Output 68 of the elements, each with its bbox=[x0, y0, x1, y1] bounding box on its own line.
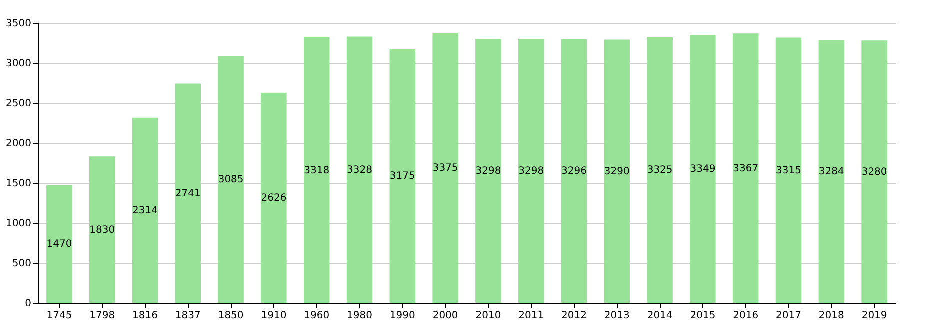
bar bbox=[346, 36, 373, 303]
x-tick-label: 2012 bbox=[562, 310, 587, 320]
data-label: 3284 bbox=[818, 166, 844, 178]
x-tick-label: 2016 bbox=[733, 310, 759, 320]
bar bbox=[175, 84, 202, 303]
bar bbox=[390, 49, 416, 303]
x-tick-label: 1980 bbox=[347, 310, 372, 320]
bar bbox=[132, 118, 158, 303]
x-tick-label: 2013 bbox=[604, 310, 630, 320]
y-tick-label: 500 bbox=[12, 258, 32, 270]
x-tick-label: 2011 bbox=[518, 310, 544, 320]
bar bbox=[218, 56, 244, 303]
x-tick-label: 1850 bbox=[218, 310, 244, 320]
data-label: 3325 bbox=[647, 165, 673, 176]
x-tick-label: 1910 bbox=[261, 310, 287, 320]
data-label: 3328 bbox=[347, 164, 372, 176]
y-tick-label: 1500 bbox=[6, 178, 32, 190]
data-label: 3290 bbox=[604, 166, 630, 178]
bar bbox=[304, 38, 330, 303]
data-label: 3315 bbox=[776, 165, 802, 176]
y-tick-label: 2000 bbox=[6, 138, 32, 150]
x-tick-label: 2014 bbox=[647, 310, 673, 320]
bar bbox=[690, 35, 716, 303]
data-label: 3298 bbox=[518, 166, 544, 178]
bar bbox=[604, 40, 630, 303]
data-label: 2314 bbox=[132, 205, 158, 216]
bar bbox=[261, 92, 287, 303]
x-tick-label: 1837 bbox=[175, 310, 201, 320]
data-label: 3085 bbox=[218, 174, 244, 186]
data-label: 3375 bbox=[432, 163, 458, 174]
x-tick-label: 1960 bbox=[304, 310, 330, 320]
bar bbox=[732, 34, 759, 303]
x-tick-label: 2017 bbox=[776, 310, 802, 320]
bar bbox=[476, 39, 502, 303]
data-label: 1830 bbox=[90, 224, 116, 236]
x-tick-label: 1745 bbox=[46, 310, 72, 320]
x-tick-label: 1816 bbox=[132, 310, 158, 320]
data-label: 2741 bbox=[175, 188, 201, 200]
x-tick-label: 2019 bbox=[862, 310, 888, 320]
data-label: 3298 bbox=[476, 166, 502, 178]
bar bbox=[818, 40, 845, 303]
x-tick-label: 2018 bbox=[818, 310, 844, 320]
y-tick-label: 0 bbox=[25, 298, 32, 310]
x-tick-label: 2010 bbox=[476, 310, 502, 320]
data-label: 3318 bbox=[304, 165, 330, 176]
data-label: 1470 bbox=[46, 239, 72, 250]
y-tick-label: 3000 bbox=[6, 58, 32, 70]
x-tick-label: 2000 bbox=[432, 310, 458, 320]
bar bbox=[647, 37, 673, 303]
bar bbox=[89, 156, 116, 303]
data-label: 2626 bbox=[261, 192, 287, 204]
x-tick-label: 2015 bbox=[690, 310, 716, 320]
x-tick-label: 1798 bbox=[90, 310, 116, 320]
y-tick-label: 2500 bbox=[6, 98, 32, 110]
y-tick-label: 3500 bbox=[6, 18, 32, 30]
bar bbox=[561, 39, 588, 303]
bar bbox=[432, 33, 458, 303]
data-label: 3367 bbox=[733, 163, 759, 174]
y-tick-label: 1000 bbox=[6, 218, 32, 230]
data-label: 3280 bbox=[862, 166, 888, 178]
data-label: 3349 bbox=[690, 164, 716, 176]
bar bbox=[46, 185, 72, 303]
data-label: 3296 bbox=[562, 166, 587, 178]
bar bbox=[862, 40, 888, 303]
data-label: 3175 bbox=[390, 171, 416, 182]
bar bbox=[518, 39, 544, 303]
x-tick-label: 1990 bbox=[390, 310, 416, 320]
bar bbox=[776, 38, 802, 303]
